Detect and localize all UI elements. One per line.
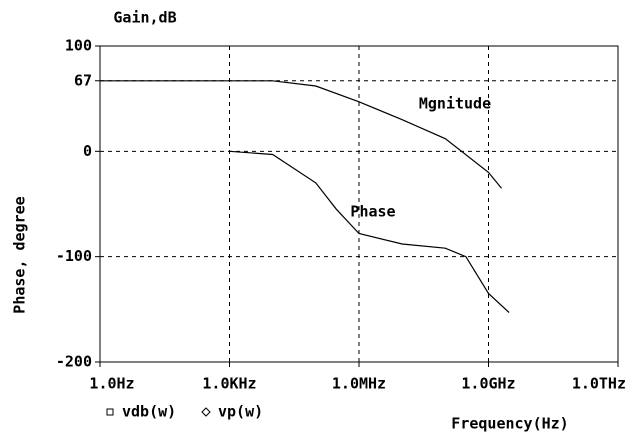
series-line: [100, 80, 502, 189]
y-axis-label: Gain,dB: [113, 9, 176, 27]
y2-axis-label: Phase, degree: [11, 196, 29, 313]
x-tick-label: 1.0KHz: [202, 375, 256, 393]
legend-label: vdb(w): [122, 403, 176, 421]
annotation: Phase: [350, 203, 395, 221]
x-tick-label: 1.0GHz: [461, 375, 515, 393]
legend-symbol: [106, 408, 114, 416]
x-tick-label: 1.0THz: [572, 375, 626, 393]
legend-symbol: [201, 407, 211, 417]
y-tick-label: 100: [65, 37, 92, 55]
y-tick-label: 0: [83, 142, 92, 160]
legend-label: vp(w): [218, 403, 263, 421]
plot-frame: [99, 45, 619, 363]
series-line: [229, 150, 510, 313]
x-tick-label: 1.0MHz: [332, 375, 386, 393]
x-axis-label: Frequency(Hz): [451, 415, 568, 433]
annotation: Mgnitude: [419, 95, 491, 113]
y-tick-label: -200: [56, 353, 92, 371]
y-tick-label: -100: [56, 247, 92, 265]
x-tick-label: 1.0Hz: [89, 375, 134, 393]
y-tick-label: 67: [74, 71, 92, 89]
